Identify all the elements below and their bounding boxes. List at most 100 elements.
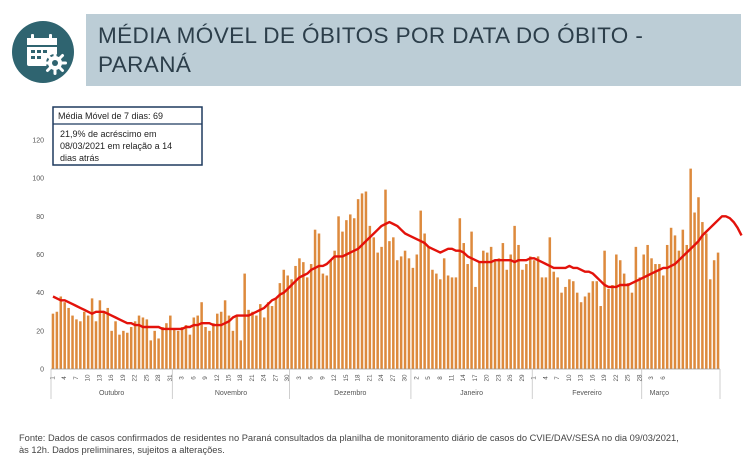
x-tick-label: 6	[190, 376, 197, 380]
bar	[290, 279, 293, 369]
bar	[317, 233, 321, 369]
bar	[282, 269, 286, 369]
x-tick-label: 3	[296, 376, 303, 380]
bar	[356, 199, 360, 369]
y-tick-label: 20	[36, 328, 44, 335]
bar	[705, 233, 708, 369]
bar	[364, 191, 368, 369]
bar	[90, 298, 94, 369]
bar	[216, 313, 219, 369]
bar	[274, 298, 278, 369]
bar	[403, 250, 407, 369]
bar	[212, 323, 215, 369]
x-tick-label: 7	[73, 376, 80, 380]
bar	[114, 321, 117, 369]
bar	[333, 250, 336, 369]
annotation-text-line-3: dias atrás	[60, 153, 100, 163]
bar	[349, 214, 352, 369]
bar	[708, 279, 712, 369]
bar	[532, 260, 536, 369]
bar	[521, 269, 524, 369]
bar	[575, 292, 579, 369]
x-tick-label: 16	[589, 374, 596, 382]
bar	[540, 277, 544, 369]
x-tick-label: 16	[108, 374, 115, 382]
bar	[59, 296, 63, 369]
x-tick-label: 25	[143, 374, 150, 382]
bar	[169, 315, 172, 369]
bar	[415, 254, 419, 369]
bar	[188, 334, 192, 369]
bar	[122, 330, 125, 369]
x-tick-label: 29	[519, 374, 526, 382]
y-tick-label: 80	[36, 214, 44, 221]
bar	[102, 311, 106, 369]
x-tick-label: 31	[167, 374, 174, 382]
bar	[579, 302, 583, 369]
x-tick-label: 24	[261, 374, 268, 382]
x-tick-label: 30	[402, 374, 409, 382]
bar	[685, 244, 689, 369]
bar	[485, 252, 489, 369]
month-label: Dezembro	[334, 390, 366, 397]
bar	[231, 330, 235, 369]
bar	[388, 241, 391, 369]
x-tick-label: 8	[437, 376, 444, 380]
x-tick-label: 6	[308, 376, 315, 380]
bar	[251, 311, 254, 369]
bar	[208, 330, 211, 369]
bar	[204, 327, 207, 369]
bar	[192, 317, 196, 369]
month-label: Janeiro	[460, 390, 483, 397]
source-note: Fonte: Dados de casos confirmados de res…	[19, 432, 734, 456]
bar	[595, 281, 599, 369]
bar	[200, 302, 203, 369]
x-tick-label: 12	[331, 374, 338, 382]
bar	[646, 244, 649, 369]
bar	[439, 279, 442, 369]
x-tick-label: 9	[319, 376, 326, 380]
bar	[638, 277, 642, 369]
x-tick-label: 19	[120, 374, 127, 382]
bar	[544, 277, 548, 369]
bar	[658, 264, 661, 369]
bar	[110, 330, 113, 369]
bar	[423, 233, 426, 369]
moving-average-line	[52, 215, 743, 331]
bar	[662, 275, 665, 369]
icon-badge	[12, 21, 74, 83]
page-title: MÉDIA MÓVEL DE ÓBITOS POR DATA DO ÓBITO …	[98, 21, 718, 79]
bar	[63, 302, 66, 369]
bar	[603, 250, 606, 369]
x-tick-label: 28	[636, 374, 643, 382]
bar	[141, 317, 145, 369]
x-tick-label: 2	[413, 376, 420, 380]
bar-series	[51, 168, 720, 369]
bar	[626, 283, 630, 369]
bar	[513, 225, 516, 369]
bar	[697, 197, 700, 369]
bar	[599, 306, 602, 369]
bar	[642, 254, 645, 369]
bar	[470, 231, 473, 369]
bar	[673, 235, 677, 369]
bar	[517, 244, 520, 369]
bar	[634, 246, 638, 369]
bar	[399, 256, 403, 369]
bar	[165, 323, 168, 369]
x-axis: 1 4 7 10 13 16 19 22 25 28 31 3 6 9 12 15 18 21 24 27 30 3 6 9 1…	[49, 368, 721, 399]
bar	[184, 325, 188, 369]
bar	[525, 264, 528, 369]
bar	[607, 288, 610, 369]
bar	[665, 244, 669, 369]
x-tick-label: 24	[378, 374, 385, 382]
bar	[591, 281, 595, 369]
annotation-label: Média Móvel de 7 dias: 69	[58, 111, 163, 121]
bar	[466, 264, 469, 369]
bar	[568, 279, 571, 369]
bar	[392, 237, 395, 369]
bar	[442, 258, 446, 369]
bar	[126, 332, 129, 369]
x-tick-label: 19	[601, 374, 608, 382]
